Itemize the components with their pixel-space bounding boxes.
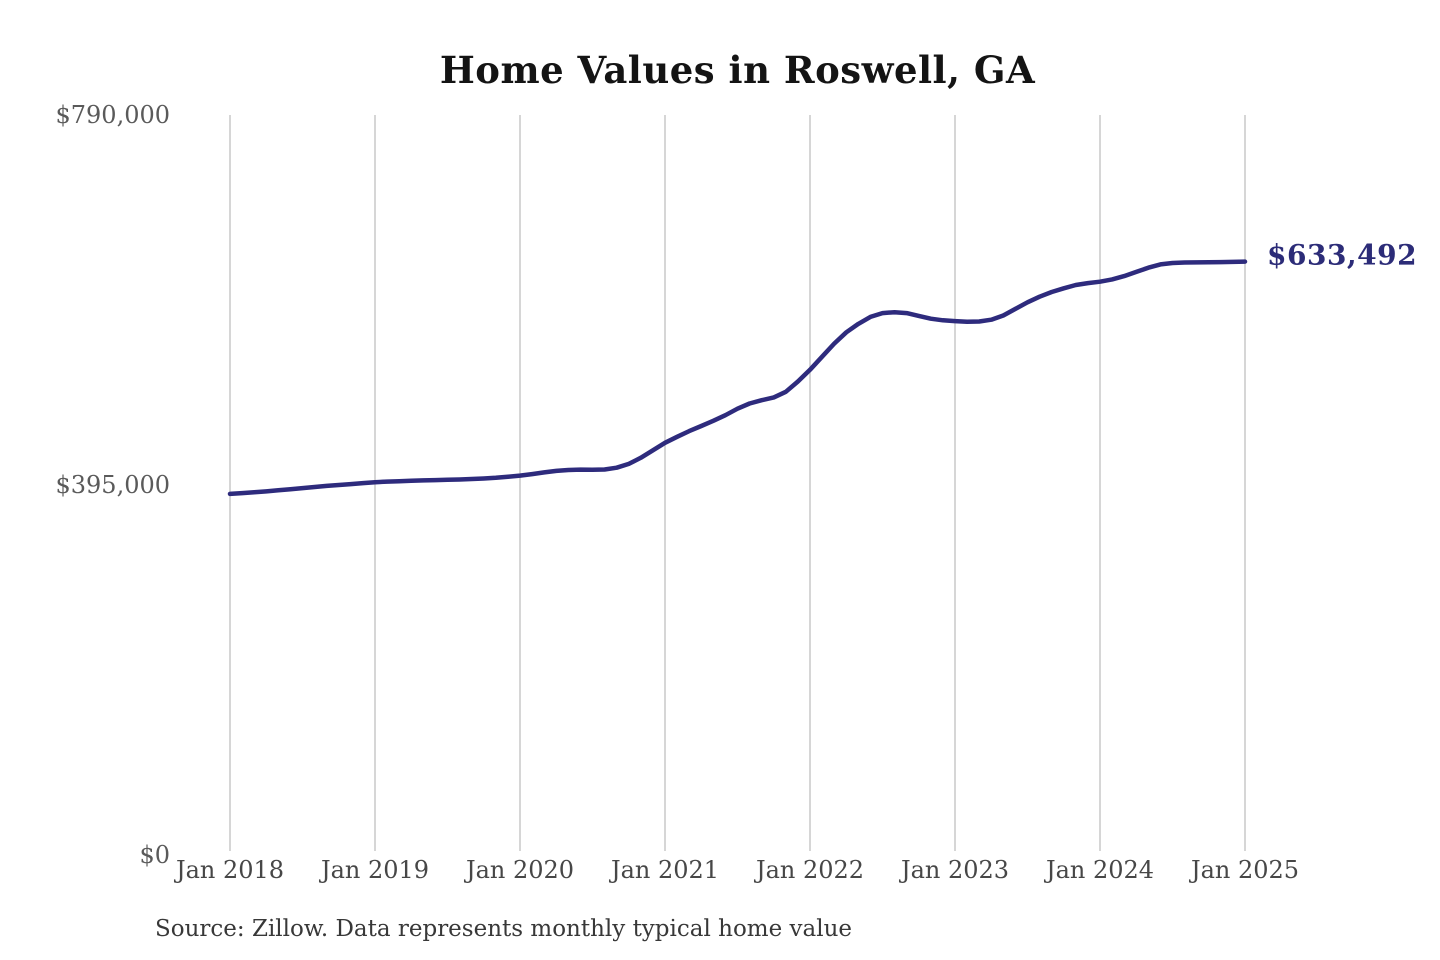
source-note: Source: Zillow. Data represents monthly … [155,916,853,942]
x-axis-tick-label: Jan 2024 [1045,856,1155,884]
x-axis-tick-label: Jan 2019 [320,856,430,884]
x-axis-tick-label: Jan 2021 [610,856,720,884]
y-axis-tick-label: $395,000 [55,471,170,499]
x-axis-tick-label: Jan 2023 [900,856,1010,884]
end-value-label: $633,492 [1267,238,1418,272]
home-value-line [227,259,1248,497]
page-title: Home Values in Roswell, GA [439,48,1036,92]
x-axis-tick-label: Jan 2020 [465,856,575,884]
y-axis-tick-label: $0 [139,841,170,869]
x-axis-tick-label: Jan 2022 [755,856,865,884]
y-axis-tick-label: $790,000 [55,101,170,129]
x-axis-tick-label: Jan 2025 [1190,856,1300,884]
x-axis-tick-label: Jan 2018 [175,856,285,884]
